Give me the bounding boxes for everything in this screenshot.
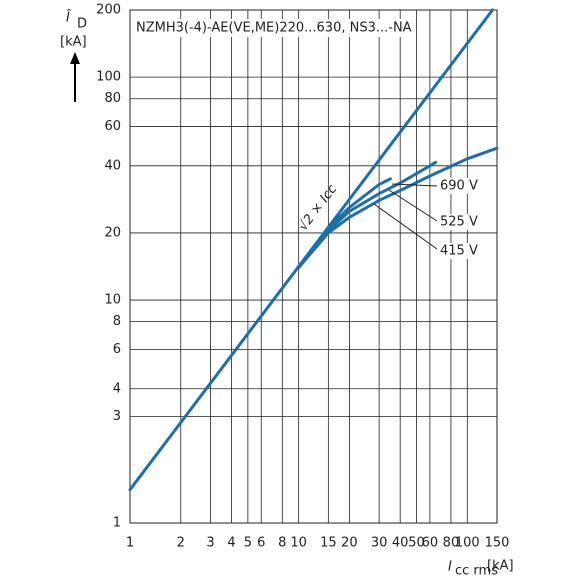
y-tick-label: 1 [113,516,121,531]
x-tick-label: 2 [177,536,185,551]
y-arrow-head [70,52,80,64]
series-line [297,177,392,269]
label-background [438,178,476,194]
x-tick-label: 3 [206,536,214,551]
x-tick-label: 60 [422,536,439,551]
x-tick-label: 20 [341,536,358,551]
y-tick-label: 6 [113,342,121,357]
x-tick-label: 5 [244,536,252,551]
leader-line [373,203,438,250]
y-axis-unit: [kA] [60,35,87,50]
x-tick-label: 10 [290,536,307,551]
chart-title: NZMH3(-4)-AE(VE,ME)220...630, NS3...-NA [136,21,412,36]
series-label: 415 V [440,244,478,259]
y-axis-label-sub: D [77,17,87,32]
series-label: 525 V [440,215,478,230]
x-tick-label: 1 [126,536,134,551]
x-tick-label: 50 [408,536,425,551]
x-tick-label: 40 [392,536,409,551]
y-tick-label: 60 [104,119,121,134]
y-tick-label: 4 [113,381,121,396]
plot-frame [129,9,498,524]
x-tick-label: 8 [278,536,286,551]
x-axis-label: I [448,560,452,575]
y-tick-label: 10 [104,293,121,308]
title-background [133,19,408,37]
label-background [438,243,476,259]
y-tick-label: 3 [113,409,121,424]
y-tick-label: 40 [104,158,121,173]
x-tick-label: 6 [257,536,265,551]
series-label: 690 V [440,179,478,194]
series-line [297,146,499,269]
x-tick-label: 150 [485,536,510,551]
y-axis-label: Î [66,10,71,26]
x-axis-label-sub: cc rms [455,564,498,579]
y-tick-label: 100 [96,70,121,85]
x-tick-label: 4 [227,536,235,551]
y-tick-label: 20 [104,225,121,240]
y-tick-label: 200 [96,3,121,18]
leader-line [388,189,438,222]
x-axis-unit: [kA] [487,559,514,574]
leader-line [391,183,438,187]
y-tick-label: 80 [104,91,121,106]
x-tick-label: 100 [455,536,480,551]
label-background [438,214,476,230]
x-tick-label: 15 [320,536,337,551]
y-tick-label: 8 [113,314,121,329]
x-tick-label: 30 [371,536,388,551]
x-tick-label: 80 [443,536,460,551]
